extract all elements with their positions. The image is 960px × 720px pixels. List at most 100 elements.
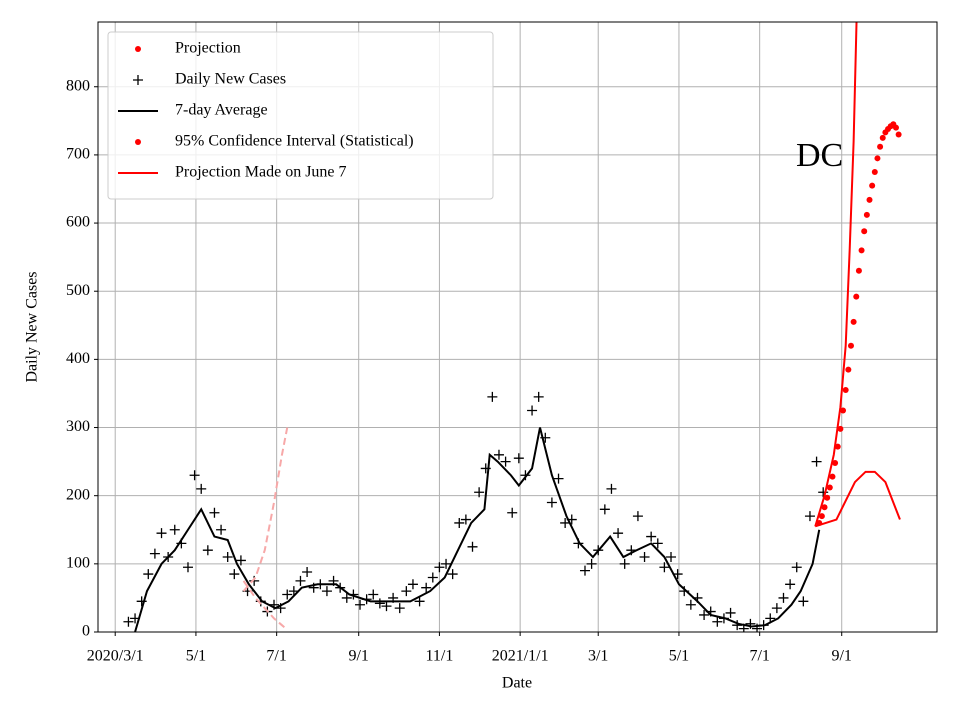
point (202, 545, 213, 556)
point (341, 592, 352, 603)
x-tick-label: 9/1 (348, 648, 368, 665)
point (434, 562, 445, 573)
point (189, 470, 200, 481)
series-line (242, 427, 289, 592)
point (853, 293, 860, 300)
point (712, 616, 723, 627)
point (613, 528, 624, 539)
point (837, 425, 844, 432)
plot-area (123, 22, 902, 632)
series-line (242, 580, 287, 630)
legend-label: Projection (175, 40, 241, 57)
point (892, 124, 899, 131)
point (156, 528, 167, 539)
point (895, 131, 902, 138)
point (659, 562, 670, 573)
point (527, 405, 538, 416)
y-tick-label: 200 (66, 486, 90, 503)
point (685, 599, 696, 610)
point (652, 538, 663, 549)
x-tick-label: 7/1 (749, 648, 769, 665)
point (487, 391, 498, 402)
point (222, 552, 233, 563)
y-tick-label: 500 (66, 282, 90, 299)
legend-label: 95% Confidence Interval (Statistical) (175, 133, 414, 150)
point (302, 567, 313, 578)
point (368, 589, 379, 600)
point (474, 487, 485, 498)
point (321, 586, 332, 597)
y-tick-label: 600 (66, 214, 90, 231)
point (606, 483, 617, 494)
point (811, 456, 822, 467)
point (646, 531, 657, 542)
point (209, 507, 220, 518)
point (824, 494, 831, 501)
point (169, 524, 180, 535)
y-tick-label: 300 (66, 418, 90, 435)
point (216, 524, 227, 535)
x-tick-label: 11/1 (425, 648, 453, 665)
point (778, 592, 789, 603)
point (355, 599, 366, 610)
point (374, 598, 385, 609)
x-tick-label: 9/1 (831, 648, 851, 665)
point (619, 558, 630, 569)
x-tick-label: 7/1 (266, 648, 286, 665)
point (632, 511, 643, 522)
point (725, 607, 736, 618)
point (123, 616, 134, 627)
point (229, 569, 240, 580)
point (421, 582, 432, 593)
point (546, 497, 557, 508)
point (414, 596, 425, 607)
point (454, 517, 465, 528)
point (785, 579, 796, 590)
point (877, 143, 884, 150)
x-tick-label: 5/1 (669, 648, 689, 665)
point (513, 453, 524, 464)
point (818, 487, 829, 498)
point (666, 552, 677, 563)
x-tick-label: 2021/1/1 (492, 648, 549, 665)
point (553, 473, 564, 484)
point (832, 459, 839, 466)
legend-marker (135, 139, 141, 145)
x-tick-label: 3/1 (588, 648, 608, 665)
legend-box (107, 31, 494, 200)
point (381, 601, 392, 612)
y-tick-label: 800 (66, 77, 90, 94)
point (560, 517, 571, 528)
point (866, 196, 873, 203)
annotation: DC (796, 137, 843, 174)
point (842, 387, 849, 394)
point (855, 267, 862, 274)
point (282, 589, 293, 600)
y-tick-label: 0 (82, 623, 90, 640)
series-line (814, 470, 901, 528)
point (871, 168, 878, 175)
x-tick-label: 5/1 (186, 648, 206, 665)
point (818, 513, 825, 520)
point (869, 182, 876, 189)
point (834, 443, 841, 450)
point (804, 511, 815, 522)
point (579, 565, 590, 576)
point (500, 456, 511, 467)
point (427, 572, 438, 583)
point (295, 575, 306, 586)
point (798, 596, 809, 607)
point (850, 318, 857, 325)
point (771, 603, 782, 614)
point (699, 609, 710, 620)
point (467, 541, 478, 552)
point (493, 449, 504, 460)
point (863, 211, 870, 218)
point (829, 473, 836, 480)
legend-marker (135, 46, 141, 52)
y-tick-label: 400 (66, 350, 90, 367)
point (861, 228, 868, 235)
point (845, 366, 852, 373)
point (639, 552, 650, 563)
